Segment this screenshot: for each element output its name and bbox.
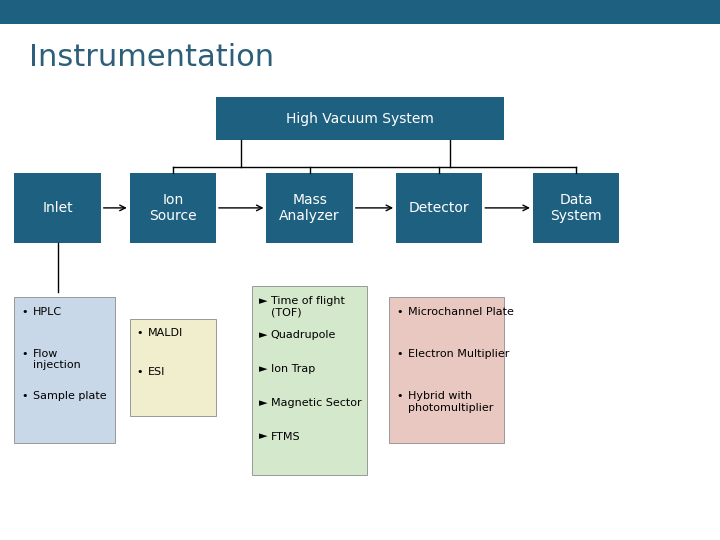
Text: •: • [22, 349, 28, 359]
Text: •: • [22, 307, 28, 317]
Text: ►: ► [259, 397, 268, 408]
Text: MALDI: MALDI [148, 328, 184, 339]
FancyBboxPatch shape [252, 286, 367, 475]
FancyBboxPatch shape [216, 97, 504, 140]
Text: Flow
injection: Flow injection [33, 349, 81, 370]
Text: Sample plate: Sample plate [33, 391, 107, 401]
Text: •: • [396, 349, 402, 359]
FancyBboxPatch shape [266, 173, 353, 243]
FancyBboxPatch shape [389, 297, 504, 443]
FancyBboxPatch shape [130, 319, 216, 416]
Text: FTMS: FTMS [271, 431, 300, 442]
FancyBboxPatch shape [14, 297, 115, 443]
FancyBboxPatch shape [533, 173, 619, 243]
Bar [0, 0, 720, 24]
Text: ►: ► [259, 431, 268, 442]
Text: ►: ► [259, 330, 268, 340]
FancyBboxPatch shape [396, 173, 482, 243]
FancyBboxPatch shape [14, 173, 101, 243]
Text: ►: ► [259, 364, 268, 374]
Text: •: • [137, 367, 143, 377]
Text: Microchannel Plate: Microchannel Plate [408, 307, 513, 317]
FancyBboxPatch shape [130, 173, 216, 243]
Text: •: • [137, 328, 143, 339]
Text: ►: ► [259, 296, 268, 306]
Text: High Vacuum System: High Vacuum System [286, 112, 434, 126]
Text: Instrumentation: Instrumentation [29, 43, 274, 72]
Text: Mass
Analyzer: Mass Analyzer [279, 193, 340, 223]
Text: Time of flight
(TOF): Time of flight (TOF) [271, 296, 345, 318]
Text: •: • [396, 391, 402, 401]
Text: Ion Trap: Ion Trap [271, 364, 315, 374]
Text: Ion
Source: Ion Source [149, 193, 197, 223]
Text: •: • [396, 307, 402, 317]
Text: ESI: ESI [148, 367, 166, 377]
Text: Quadrupole: Quadrupole [271, 330, 336, 340]
Text: Electron Multiplier: Electron Multiplier [408, 349, 509, 359]
Text: Hybrid with
photomultiplier: Hybrid with photomultiplier [408, 391, 493, 413]
Text: Data
System: Data System [550, 193, 602, 223]
Text: HPLC: HPLC [33, 307, 62, 317]
Text: Detector: Detector [409, 201, 469, 215]
Text: Inlet: Inlet [42, 201, 73, 215]
Text: •: • [22, 391, 28, 401]
Text: Magnetic Sector: Magnetic Sector [271, 397, 361, 408]
